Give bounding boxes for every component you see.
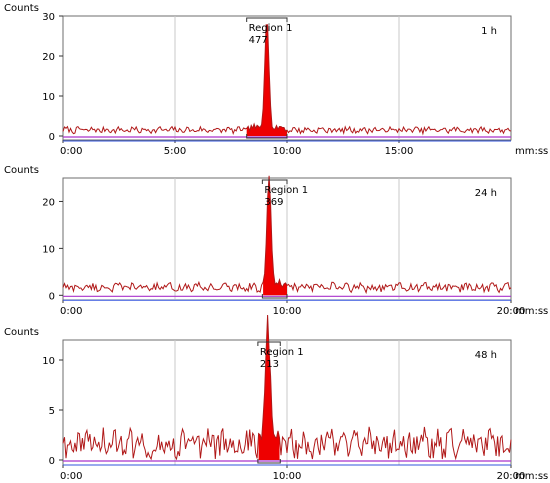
y-tick-label: 10 (42, 356, 55, 367)
x-tick-label: 15:00 (385, 146, 414, 157)
region-bracket-top (246, 17, 288, 22)
x-tick-label: 0:00 (60, 146, 82, 157)
y-tick-label: 10 (42, 92, 55, 103)
y-tick-label: 30 (42, 12, 55, 23)
x-axis-unit: mm:ss (515, 471, 548, 482)
region-name: Region 1 (249, 23, 293, 34)
x-tick-label: 10:00 (273, 306, 302, 317)
region-name: Region 1 (260, 347, 304, 358)
y-tick-label: 5 (49, 406, 55, 417)
region-count: 369 (264, 197, 283, 208)
trace-line (62, 24, 512, 136)
x-axis-unit: mm:ss (515, 306, 548, 317)
y-axis-label: Counts (4, 165, 39, 176)
region-bracket-bottom (257, 459, 281, 464)
region-fill (246, 24, 287, 136)
region-count: 213 (260, 359, 279, 370)
x-tick-label: 20:00 (497, 306, 526, 317)
y-tick-label: 20 (42, 197, 55, 208)
y-axis-label: Counts (4, 3, 39, 14)
x-tick-label: 0:00 (60, 471, 82, 482)
x-tick-label: 5:00 (164, 146, 186, 157)
region-bracket-top (261, 179, 288, 184)
region-fill (263, 175, 287, 296)
timepoint-label: 1 h (481, 26, 497, 37)
region-count: 477 (249, 35, 268, 46)
x-tick-label: 10:00 (273, 146, 302, 157)
y-tick-label: 0 (49, 132, 55, 143)
region-bracket-bottom (246, 134, 288, 139)
y-axis-label: Counts (4, 327, 39, 338)
trace-line (62, 314, 512, 461)
chart-panel-1: Counts 0 10 20 30 0:00 5:00 10:00 15:00 mm:ss Regi… (4, 3, 548, 157)
region-bracket-top (257, 341, 281, 346)
x-tick-label: 20:00 (497, 471, 526, 482)
y-tick-label: 0 (49, 291, 55, 302)
x-axis-unit: mm:ss (515, 146, 548, 157)
y-tick-label: 10 (42, 244, 55, 255)
y-tick-label: 0 (49, 456, 55, 467)
region-fill (258, 315, 280, 460)
timepoint-label: 24 h (475, 188, 497, 199)
trace-line (62, 175, 512, 295)
x-tick-label: 0:00 (60, 306, 82, 317)
region-name: Region 1 (264, 185, 308, 196)
x-tick-label: 10:00 (273, 471, 302, 482)
timepoint-label: 48 h (475, 350, 497, 361)
region-bracket-bottom (261, 294, 288, 299)
y-tick-label: 20 (42, 52, 55, 63)
